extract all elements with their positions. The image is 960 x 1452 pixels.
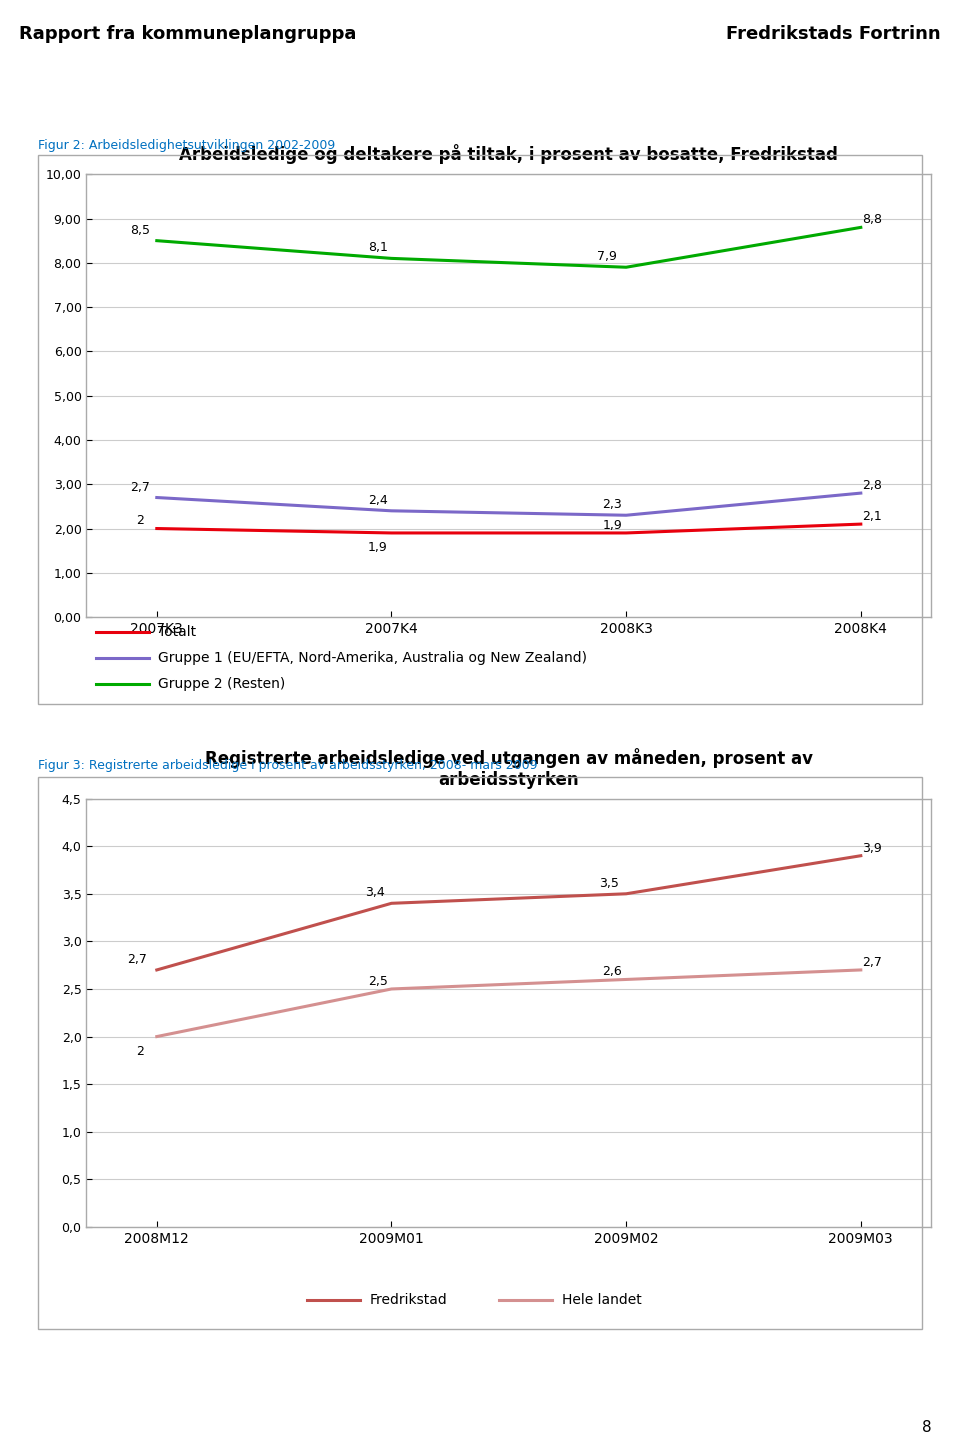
Text: Figur 2: Arbeidsledighetsutviklingen 2002-2009: Figur 2: Arbeidsledighetsutviklingen 200…: [38, 139, 336, 152]
Text: Gruppe 1 (EU/EFTA, Nord-Amerika, Australia og New Zealand): Gruppe 1 (EU/EFTA, Nord-Amerika, Austral…: [158, 650, 588, 665]
Title: Registrerte arbeidsledige ved utgangen av måneden, prosent av
arbeidsstyrken: Registrerte arbeidsledige ved utgangen a…: [204, 748, 813, 788]
Text: 2,8: 2,8: [862, 479, 882, 492]
Text: 2,7: 2,7: [128, 953, 147, 966]
Text: 2,4: 2,4: [368, 494, 388, 507]
Text: 2: 2: [136, 1044, 144, 1057]
Text: Hele landet: Hele landet: [562, 1292, 641, 1307]
Text: Rapport fra kommuneplangruppa: Rapport fra kommuneplangruppa: [19, 25, 356, 42]
Text: 3,9: 3,9: [862, 842, 882, 855]
Text: 2,7: 2,7: [131, 481, 150, 494]
Title: Arbeidsledige og deltakere på tiltak, i prosent av bosatte, Fredrikstad: Arbeidsledige og deltakere på tiltak, i …: [180, 144, 838, 164]
Text: Totalt: Totalt: [158, 624, 197, 639]
Text: Figur 3: Registrerte arbeidsledige i prosent av arbeidsstyrken, 2008- mars 2009: Figur 3: Registrerte arbeidsledige i pro…: [38, 759, 538, 772]
Text: 2: 2: [136, 514, 144, 527]
Text: 8: 8: [922, 1420, 931, 1435]
Text: Gruppe 2 (Resten): Gruppe 2 (Resten): [158, 677, 286, 691]
Text: 7,9: 7,9: [597, 250, 616, 263]
Text: 2,6: 2,6: [602, 966, 622, 979]
Text: 8,8: 8,8: [862, 213, 882, 227]
Text: Fredrikstads Fortrinn: Fredrikstads Fortrinn: [726, 25, 941, 42]
Text: 8,5: 8,5: [131, 224, 150, 237]
Text: 2,3: 2,3: [602, 498, 622, 511]
Text: 2,1: 2,1: [862, 510, 882, 523]
Text: 2,5: 2,5: [368, 974, 388, 987]
Text: 2,7: 2,7: [862, 955, 882, 968]
Text: Fredrikstad: Fredrikstad: [370, 1292, 447, 1307]
Text: 3,4: 3,4: [365, 886, 385, 899]
Text: 3,5: 3,5: [600, 877, 619, 890]
Text: 1,9: 1,9: [368, 542, 388, 555]
Text: 8,1: 8,1: [368, 241, 388, 254]
Text: 1,9: 1,9: [602, 518, 622, 531]
